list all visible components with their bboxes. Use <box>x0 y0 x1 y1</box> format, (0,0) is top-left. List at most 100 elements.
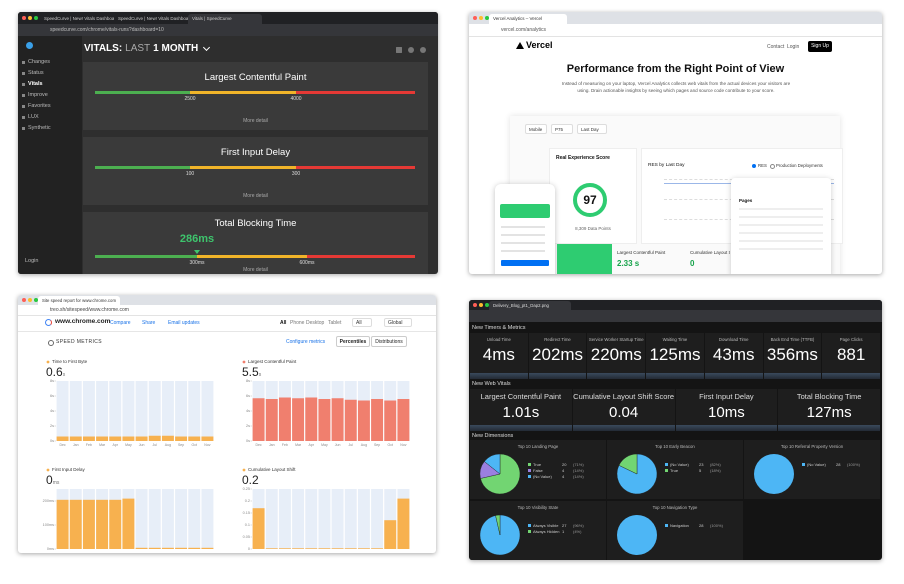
pie-slice <box>617 515 657 555</box>
metric-value: 0 <box>690 259 695 268</box>
tile-sparkline <box>470 425 572 431</box>
legend-count: 1 <box>562 529 565 534</box>
device-filter[interactable]: Desktop <box>306 320 325 326</box>
bar <box>331 548 344 549</box>
metric-title: First Input Delay <box>52 467 86 472</box>
y-tick-label: 0ms <box>47 547 54 551</box>
tile-label: Waiting Time <box>662 337 688 342</box>
section-title: New Dimensions <box>472 433 514 439</box>
device-filter[interactable]: Tablet <box>328 320 342 326</box>
column-background <box>69 381 82 441</box>
column-background <box>188 381 201 441</box>
more-detail-link[interactable]: More detail <box>243 267 268 273</box>
y-tick-label: 0 <box>248 547 250 551</box>
legend-count: 4 <box>562 474 565 479</box>
logo <box>26 42 33 49</box>
nav-icon <box>22 94 25 97</box>
value-marker <box>194 250 200 254</box>
header-action[interactable]: Share <box>142 320 156 326</box>
x-tick-label: Oct <box>388 443 393 447</box>
column-background <box>148 381 161 441</box>
configure-link[interactable]: Configure metrics <box>286 339 326 345</box>
vital-card: Total Blocking Time 286ms 300ms 600ms More d… <box>83 212 428 274</box>
tile-label: Unload Time <box>486 337 511 342</box>
dimension-title: Top 10 Early Beacon <box>655 444 695 449</box>
treo-window: Time to First Byte 0s 2s 4s 6s 8s Dec Jan Feb Mar… <box>18 295 436 553</box>
filter-dropdown[interactable]: P75 <box>551 124 573 134</box>
nav-item: Changes <box>28 59 51 65</box>
card-title: Total Blocking Time <box>214 218 297 229</box>
x-tick-label: Mar <box>295 443 302 447</box>
select-filter[interactable]: All <box>352 318 372 327</box>
bar <box>188 436 201 441</box>
y-tick-label: 0.2 <box>245 499 250 503</box>
section-title: SPEED METRICS <box>56 339 103 345</box>
tile-sparkline <box>587 373 646 379</box>
column-background <box>135 381 148 441</box>
bar <box>292 548 305 549</box>
legend-name: (No Value) <box>533 474 552 479</box>
browser-tab: Vitals | SpeedCurve <box>188 14 262 24</box>
view-toggle[interactable]: Distributions <box>371 336 407 347</box>
filter-dropdown[interactable]: Last Day <box>577 124 607 134</box>
metric-dot <box>242 468 246 472</box>
metric-tile: Redirect Time 202ms <box>528 333 587 379</box>
header-action[interactable]: Compare <box>110 320 131 326</box>
url-text: vercel.com/analytics <box>501 27 547 33</box>
filter-dropdown[interactable]: Mobile <box>525 124 547 134</box>
dimension-card: Top 10 Referral Property Version (No Valu… <box>744 440 880 499</box>
nav-icon <box>22 116 25 119</box>
column-background <box>188 489 201 549</box>
score-title: Real Experience Score <box>556 155 610 161</box>
tile-label: Total Blocking Time <box>796 392 862 401</box>
range-poor <box>296 91 415 94</box>
metric-title: Cumulative Layout Shift <box>248 467 296 472</box>
threshold-label: 600ms <box>299 260 315 266</box>
column-background <box>371 489 384 549</box>
metric-value: 2.33 s <box>617 259 640 268</box>
bar <box>384 400 397 441</box>
bar <box>82 436 95 441</box>
header-action[interactable]: Email updates <box>168 320 200 326</box>
device-filter[interactable]: Phone <box>290 320 305 326</box>
y-tick-label: 200ms <box>43 499 54 503</box>
metric-tile: Service Worker Startup Time 220ms <box>587 333 646 379</box>
nav-link[interactable]: Contact <box>767 44 785 50</box>
bar <box>371 548 384 549</box>
threshold-label: 100 <box>185 171 195 177</box>
heading-period: 1 MONTH <box>153 43 199 54</box>
phone-mockup <box>495 184 555 274</box>
url-bar <box>469 24 882 37</box>
column-background <box>278 489 291 549</box>
browser-tab: Site speed report for www.chrome.com <box>38 296 120 305</box>
nav-link[interactable]: Login <box>787 44 800 50</box>
select-filter[interactable]: Global <box>384 318 412 327</box>
metric-name: Cumulative Layout Shift <box>690 250 730 255</box>
device-filter[interactable]: All <box>280 320 287 326</box>
legend-swatch <box>665 462 668 466</box>
more-detail-link[interactable]: More detail <box>243 118 268 124</box>
more-detail-link[interactable]: More detail <box>243 193 268 199</box>
x-tick-label: May <box>125 443 132 447</box>
y-tick-label: 2s <box>246 424 250 428</box>
legend-count: 28 <box>836 462 841 467</box>
metric-tile: Download Time 43ms <box>704 333 763 379</box>
dimension-title: Top 10 Visibility State <box>517 505 559 510</box>
sign-up-button[interactable]: Sign Up <box>808 41 832 52</box>
metric-highlight <box>557 244 612 274</box>
column-background <box>96 381 109 441</box>
x-tick-label: Aug <box>165 443 171 447</box>
column-background <box>175 489 188 549</box>
metric-value: 0.2 <box>242 473 259 487</box>
view-toggle[interactable]: Percentiles <box>336 336 370 347</box>
bar <box>357 548 370 549</box>
section-title: New Timers & Metrics <box>472 325 526 331</box>
x-tick-label: Jan <box>73 443 79 447</box>
chart-title: RES by Last Day <box>648 163 685 168</box>
bar <box>305 397 318 441</box>
legend-dot <box>752 164 756 168</box>
url-text: speedcurve.com/chrome/vitals-runs?dashbo… <box>50 27 164 33</box>
bar <box>96 499 109 549</box>
phone-text-line <box>501 226 545 228</box>
